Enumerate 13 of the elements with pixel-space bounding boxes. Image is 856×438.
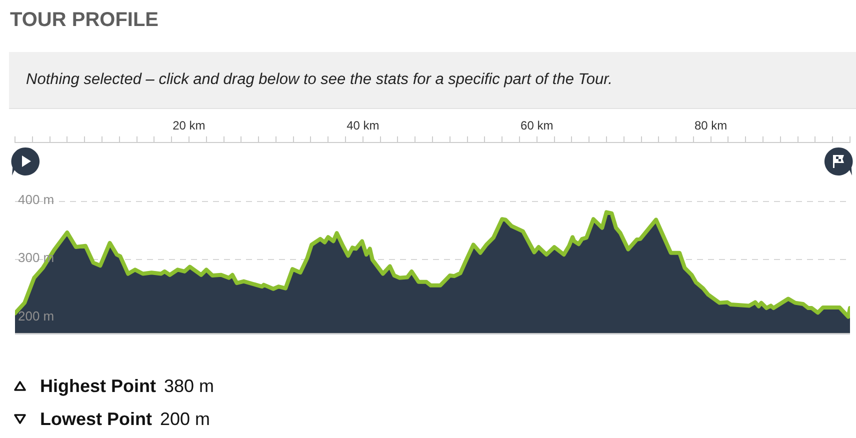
text: Highest Point xyxy=(40,376,156,396)
x-tick-label: 60 km xyxy=(520,118,554,133)
x-tick-label: 40 km xyxy=(346,118,380,133)
text: Lowest Point xyxy=(40,409,152,429)
y-tick-label: 400 m xyxy=(18,192,54,208)
y-tick-label: 300 m xyxy=(18,250,54,266)
chart-title: TOUR PROFILE xyxy=(10,8,159,32)
text: 200 m xyxy=(160,409,210,429)
x-tick-label: 20 km xyxy=(172,118,206,133)
text: 380 m xyxy=(164,376,214,396)
x-tick-label: 80 km xyxy=(694,118,728,133)
y-tick-label: 200 m xyxy=(18,308,54,324)
chart-subtitle: Nothing selected – click and drag below to see the stats for a specific part of the Tour. xyxy=(26,71,612,89)
